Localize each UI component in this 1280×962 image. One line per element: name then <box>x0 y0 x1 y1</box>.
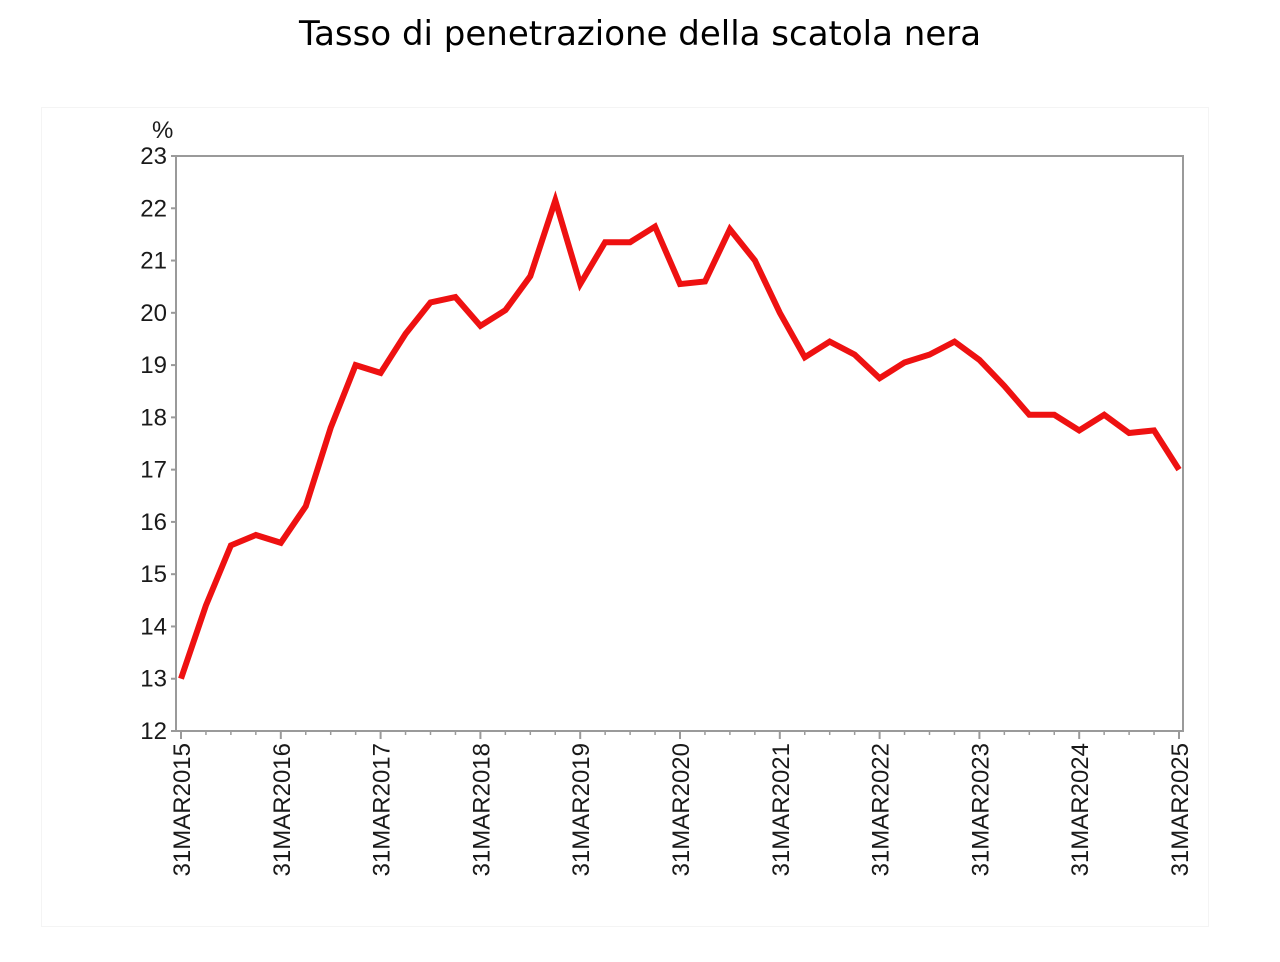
axes <box>171 155 1184 739</box>
x-tick-label: 31MAR2019 <box>568 743 595 876</box>
series-layer <box>178 190 1182 680</box>
y-tick-label: 16 <box>140 509 167 536</box>
y-tick-label: 12 <box>140 718 167 745</box>
y-tick-label: 17 <box>140 457 167 484</box>
x-tick-label: 31MAR2021 <box>768 743 795 876</box>
x-tick-label: 31MAR2018 <box>468 743 495 876</box>
y-tick-label: 21 <box>140 248 167 275</box>
x-tick-labels: 31MAR2015 31MAR2016 31MAR2017 31MAR2018 31MA… <box>169 743 1194 876</box>
y-tick-label: 15 <box>140 561 167 588</box>
y-tick-label: 19 <box>140 352 167 379</box>
plot-frame <box>175 155 1184 732</box>
chart-panel: 12 13 14 15 16 17 18 19 20 21 22 23 31MAR2015 31MAR2… <box>42 108 1208 926</box>
y-tick-label: 22 <box>140 195 167 222</box>
y-tick-label: 13 <box>140 666 167 693</box>
y-tick-label: 18 <box>140 404 167 431</box>
y-tick-label: 14 <box>140 613 167 640</box>
y-tick-label: 23 <box>140 143 167 170</box>
x-tick-label: 31MAR2024 <box>1067 743 1094 876</box>
x-tick-label: 31MAR2023 <box>967 743 994 876</box>
chart-title: Tasso di penetrazione della scatola nera <box>298 14 982 54</box>
x-tick-label: 31MAR2017 <box>369 743 396 876</box>
series-line <box>178 190 1182 680</box>
x-tick-label: 31MAR2015 <box>169 743 196 876</box>
x-tick-label: 31MAR2025 <box>1167 743 1194 876</box>
x-tick-label: 31MAR2020 <box>668 743 695 876</box>
x-tick-label: 31MAR2016 <box>269 743 296 876</box>
x-tick-label: 31MAR2022 <box>868 743 895 876</box>
y-tick-label: 20 <box>140 300 167 327</box>
y-tick-labels: 12 13 14 15 16 17 18 19 20 21 22 23 <box>140 143 167 745</box>
y-unit-label: % <box>152 117 173 144</box>
